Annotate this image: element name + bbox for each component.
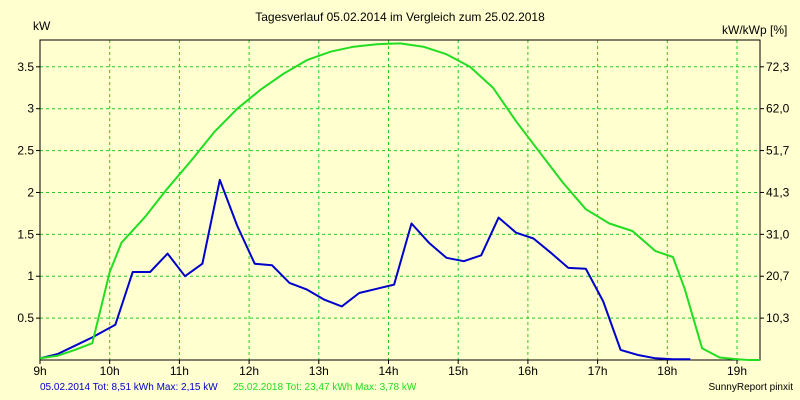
plot-frame — [39, 39, 761, 361]
y-tick-label: 3 — [27, 102, 34, 116]
y2-tick-label: 51,7 — [766, 144, 790, 158]
x-tick-label: 11h — [170, 364, 189, 378]
y2-tick-label: 72,3 — [766, 60, 790, 74]
y-tick-label: 0.5 — [17, 311, 34, 325]
series-layer — [39, 42, 760, 361]
y-axis-left-label: kW — [33, 19, 51, 33]
y2-tick-label: 10,3 — [766, 311, 790, 325]
grid-lines — [39, 40, 760, 360]
series-line-2 — [39, 42, 760, 361]
axis-ticks: 9h 10h 11h 12h 13h 14h 15h 16h 17h 18h 19h 0.5 10,3 1… — [17, 60, 789, 378]
y-tick-label: 3.5 — [17, 60, 34, 74]
x-tick-label: 17h — [588, 364, 608, 378]
y-tick-label: 2.5 — [17, 144, 34, 158]
footer-series2-summary: 25.02.2018 Tot: 23,47 kWh Max: 3,78 kW — [233, 382, 417, 393]
x-tick-label: 14h — [378, 364, 398, 378]
x-tick-label: 18h — [657, 364, 677, 378]
footer-series1-summary: 05.02.2014 Tot: 8,51 kWh Max: 2,15 kW — [40, 382, 218, 393]
x-tick-label: 19h — [727, 364, 747, 378]
y-tick-label: 1.5 — [17, 227, 34, 241]
y-tick-label: 2 — [27, 185, 34, 199]
y2-tick-label: 41,3 — [766, 185, 790, 199]
chart-title: Tagesverlauf 05.02.2014 im Vergleich zum… — [255, 10, 545, 24]
footer-brand: SunnyReport pinxit — [708, 382, 794, 393]
y2-tick-label: 20,7 — [766, 269, 790, 283]
y-axis-right-label: kW/kWp [%] — [722, 23, 787, 37]
x-tick-label: 15h — [448, 364, 468, 378]
x-tick-label: 12h — [239, 364, 259, 378]
x-tick-label: 13h — [309, 364, 329, 378]
x-tick-label: 10h — [100, 364, 120, 378]
series-line-1 — [39, 178, 691, 361]
y-tick-label: 1 — [27, 269, 34, 283]
y2-tick-label: 31,0 — [766, 227, 790, 241]
x-tick-label: 9h — [33, 364, 46, 378]
x-tick-label: 16h — [518, 364, 538, 378]
y2-tick-label: 62,0 — [766, 102, 790, 116]
